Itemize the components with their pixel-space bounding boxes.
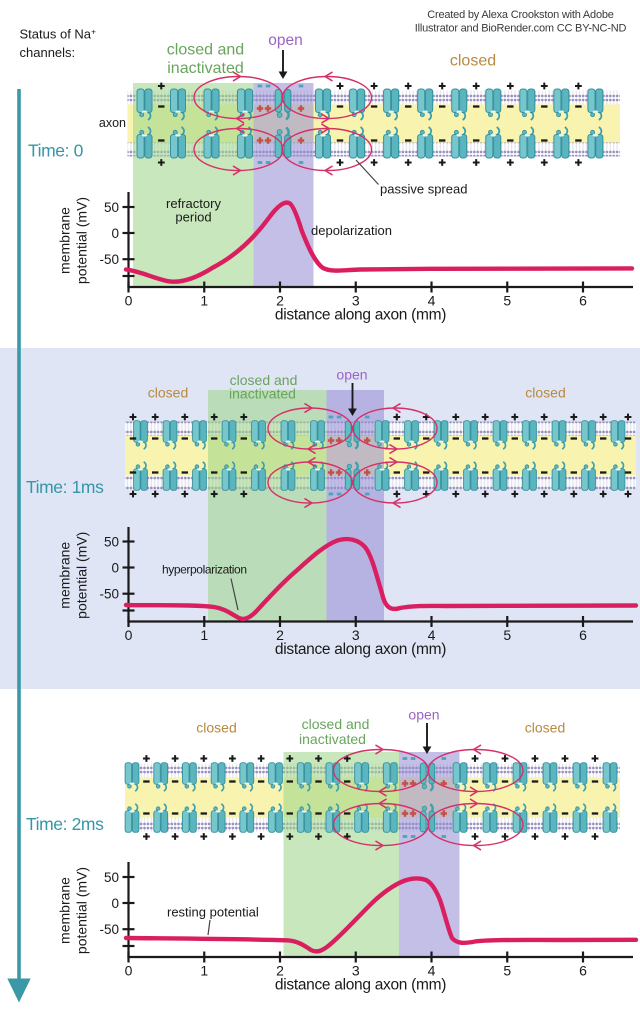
svg-text:2: 2: [276, 963, 284, 979]
svg-text:open: open: [268, 32, 302, 49]
svg-text:0: 0: [111, 226, 119, 241]
svg-text:closed: closed: [148, 385, 188, 401]
svg-text:-50: -50: [99, 252, 119, 267]
svg-text:50: 50: [104, 870, 119, 885]
svg-text:0: 0: [111, 896, 119, 911]
svg-text:inactivated: inactivated: [167, 60, 244, 77]
svg-text:depolarization: depolarization: [311, 223, 392, 238]
svg-text:distance along axon (mm): distance along axon (mm): [275, 977, 446, 994]
svg-text:4: 4: [428, 293, 436, 309]
svg-text:2: 2: [276, 627, 284, 643]
svg-text:Created by Alexa Crookston wit: Created by Alexa Crookston with Adobe: [427, 9, 614, 21]
svg-text:closed and: closed and: [167, 42, 244, 59]
svg-text:Time: 2ms: Time: 2ms: [26, 814, 104, 834]
svg-text:open: open: [336, 367, 367, 383]
svg-text:0: 0: [125, 963, 133, 979]
svg-text:-50: -50: [99, 922, 119, 937]
svg-text:potential (mV): potential (mV): [74, 867, 90, 954]
svg-text:membrane: membrane: [57, 207, 73, 274]
svg-text:1: 1: [200, 963, 208, 979]
svg-text:50: 50: [104, 534, 119, 549]
svg-text:hyperpolarization: hyperpolarization: [162, 563, 247, 577]
svg-text:5: 5: [503, 963, 511, 979]
svg-text:2: 2: [276, 293, 284, 309]
svg-text:refractory: refractory: [166, 196, 221, 211]
svg-text:4: 4: [428, 627, 436, 643]
svg-text:6: 6: [579, 293, 587, 309]
svg-text:inactivated: inactivated: [229, 386, 296, 402]
svg-text:5: 5: [503, 627, 511, 643]
svg-text:closed and: closed and: [230, 372, 298, 388]
svg-text:0: 0: [125, 627, 133, 643]
svg-text:1: 1: [200, 627, 208, 643]
svg-text:-50: -50: [99, 587, 119, 602]
svg-text:distance along axon (mm): distance along axon (mm): [275, 307, 446, 324]
svg-text:open: open: [408, 707, 439, 723]
svg-text:resting potential: resting potential: [167, 905, 259, 920]
svg-text:axon: axon: [99, 116, 126, 130]
svg-text:3: 3: [352, 627, 360, 643]
svg-text:inactivated: inactivated: [299, 731, 366, 747]
svg-text:membrane: membrane: [57, 542, 73, 609]
svg-text:distance along axon (mm): distance along axon (mm): [275, 641, 446, 658]
svg-text:membrane: membrane: [57, 877, 73, 944]
svg-text:0: 0: [111, 560, 119, 575]
svg-text:1: 1: [200, 293, 208, 309]
svg-text:4: 4: [428, 963, 436, 979]
svg-text:closed: closed: [450, 53, 496, 70]
svg-text:closed: closed: [525, 385, 565, 401]
svg-text:period: period: [175, 210, 211, 225]
svg-text:3: 3: [352, 293, 360, 309]
svg-text:closed: closed: [196, 720, 236, 736]
svg-text:6: 6: [579, 963, 587, 979]
svg-text:potential (mV): potential (mV): [74, 197, 90, 284]
svg-text:Time: 1ms: Time: 1ms: [26, 477, 104, 497]
svg-text:Status of Na+: Status of Na+: [20, 27, 97, 42]
svg-text:potential (mV): potential (mV): [74, 532, 90, 619]
svg-text:3: 3: [352, 963, 360, 979]
svg-text:closed: closed: [525, 720, 565, 736]
svg-text:5: 5: [503, 293, 511, 309]
svg-text:6: 6: [579, 627, 587, 643]
svg-text:Illustrator and BioRender.com: Illustrator and BioRender.com CC BY-NC-N…: [415, 23, 627, 35]
svg-text:closed and: closed and: [302, 716, 370, 732]
svg-text:50: 50: [104, 200, 119, 215]
svg-text:Time: 0: Time: 0: [28, 141, 84, 161]
svg-text:channels:: channels:: [20, 45, 76, 60]
svg-text:passive spread: passive spread: [380, 182, 467, 197]
svg-text:0: 0: [125, 293, 133, 309]
